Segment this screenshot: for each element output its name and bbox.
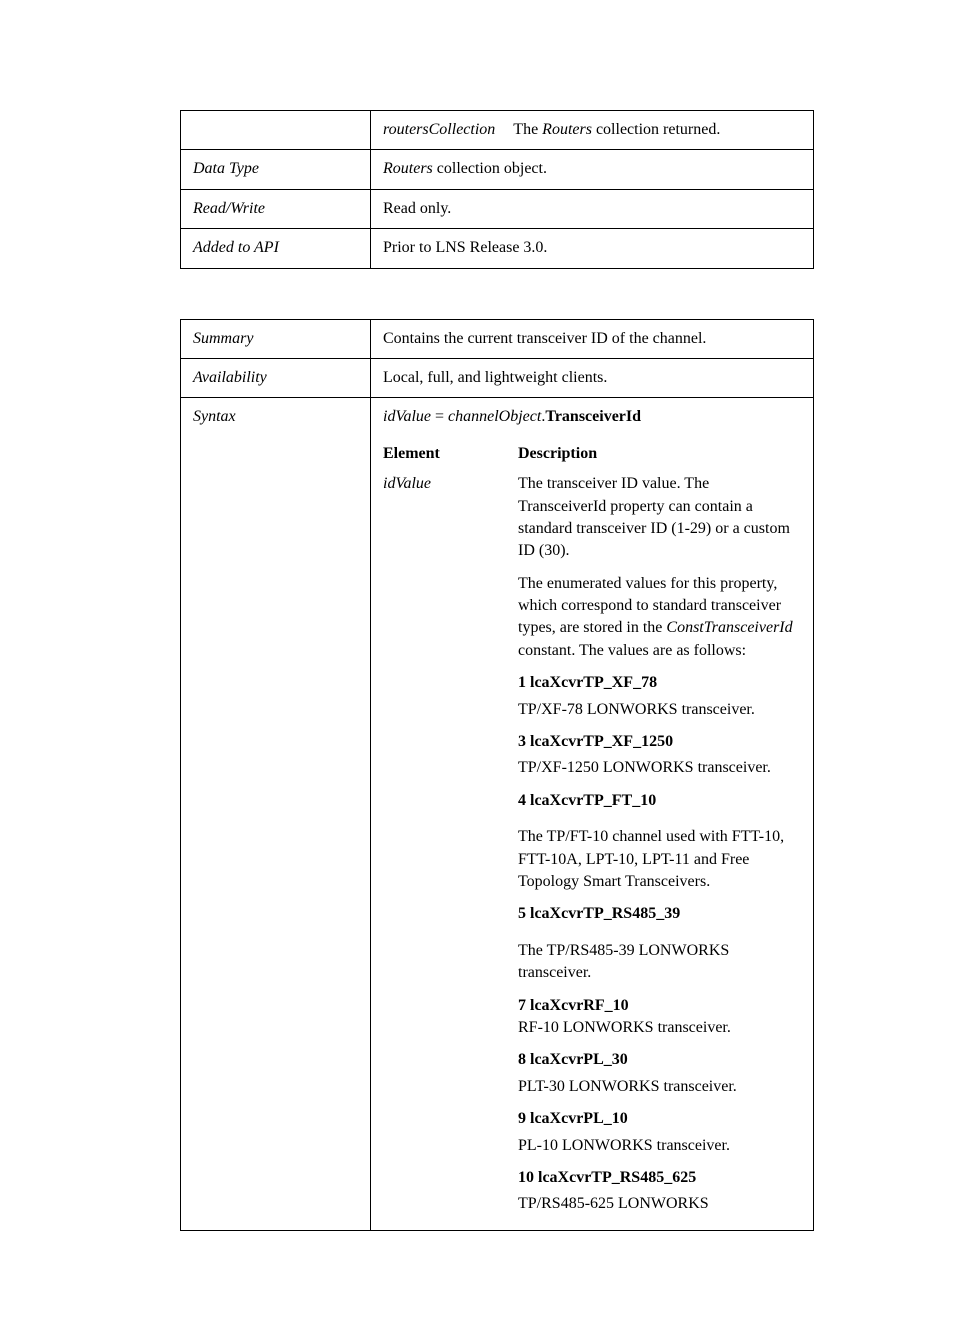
read-write-label: Read/Write xyxy=(181,189,371,228)
syntax-obj: channelObject xyxy=(448,408,541,425)
table-row: Read/Write Read only. xyxy=(181,189,814,228)
enum-number: 3 xyxy=(518,733,530,750)
enum-description: PLT-30 LONWORKS transceiver. xyxy=(518,1076,801,1098)
summary-value: Contains the current transceiver ID of t… xyxy=(371,319,814,358)
param-name: routersCollection xyxy=(383,119,495,141)
summary-label: Summary xyxy=(181,319,371,358)
enum-name: lcaXcvrPL_30 xyxy=(530,1051,628,1068)
availability-label: Availability xyxy=(181,358,371,397)
table-row: Syntax idValue = channelObject.Transceiv… xyxy=(181,398,814,1230)
enum-name: lcaXcvrTP_FT_10 xyxy=(530,792,656,809)
enum-header: 10 lcaXcvrTP_RS485_625 xyxy=(518,1167,801,1189)
enum-number: 10 xyxy=(518,1169,538,1186)
enum-header: 1 lcaXcvrTP_XF_78 xyxy=(518,672,801,694)
syntax-lhs: idValue xyxy=(383,408,431,425)
enum-entry: 7 lcaXcvrRF_10RF-10 LONWORKS transceiver… xyxy=(518,995,801,1040)
enum-entry: 8 lcaXcvrPL_30 PLT-30 LONWORKS transceive… xyxy=(518,1049,801,1098)
empty-label xyxy=(181,111,371,150)
read-write-value: Read only. xyxy=(371,189,814,228)
syntax-expression: idValue = channelObject.TransceiverId xyxy=(383,406,801,428)
element-header: Element xyxy=(383,443,518,465)
table-row: Data Type Routers collection object. xyxy=(181,150,814,189)
enum-number: 9 xyxy=(518,1110,530,1127)
enum-number: 7 xyxy=(518,997,530,1014)
enum-description: TP/XF-1250 LONWORKS transceiver. xyxy=(518,757,801,779)
table-row: Availability Local, full, and lightweigh… xyxy=(181,358,814,397)
enum-entry: 4 lcaXcvrTP_FT_10 The TP/FT-10 channel us… xyxy=(518,790,801,894)
idvalue-desc2b: constant. The values are as follows: xyxy=(518,642,746,659)
param-desc-suffix: collection returned. xyxy=(592,121,720,138)
enum-entry: 9 lcaXcvrPL_10 PL-10 LONWORKS transceiver… xyxy=(518,1108,801,1157)
enum-number: 5 xyxy=(518,905,530,922)
enum-description: TP/XF-78 LONWORKS transceiver. xyxy=(518,699,801,721)
param-desc-prefix: The xyxy=(513,121,542,138)
enum-entry: 5 lcaXcvrTP_RS485_39 The TP/RS485-39 LONW… xyxy=(518,903,801,984)
syntax-cell: idValue = channelObject.TransceiverId El… xyxy=(371,398,814,1230)
enum-number: 1 xyxy=(518,674,530,691)
enum-header: 8 lcaXcvrPL_30 xyxy=(518,1049,801,1071)
idvalue-name: idValue xyxy=(383,473,518,1216)
enum-header: 5 lcaXcvrTP_RS485_39 xyxy=(518,903,801,925)
enum-entry: 1 lcaXcvrTP_XF_78 TP/XF-78 LONWORKS trans… xyxy=(518,672,801,721)
idvalue-desc-para1: The transceiver ID value. The Transceive… xyxy=(518,473,801,563)
idvalue-desc-para2: The enumerated values for this property,… xyxy=(518,573,801,663)
enum-name: lcaXcvrPL_10 xyxy=(530,1110,628,1127)
transceiver-table: Summary Contains the current transceiver… xyxy=(180,319,814,1231)
enum-name: lcaXcvrTP_XF_78 xyxy=(530,674,657,691)
enum-name: lcaXcvrTP_RS485_625 xyxy=(538,1169,696,1186)
idvalue-description: The transceiver ID value. The Transceive… xyxy=(518,473,801,1216)
enum-description: PL-10 LONWORKS transceiver. xyxy=(518,1135,801,1157)
data-type-rest: collection object. xyxy=(433,160,547,177)
routers-table: routersCollection The Routers collection… xyxy=(180,110,814,269)
added-to-api-label: Added to API xyxy=(181,229,371,268)
data-type-value: Routers collection object. xyxy=(371,150,814,189)
enum-name: lcaXcvrTP_RS485_39 xyxy=(530,905,680,922)
table-row: Added to API Prior to LNS Release 3.0. xyxy=(181,229,814,268)
enum-description: The TP/FT-10 channel used with FTT-10, F… xyxy=(518,826,801,893)
added-to-api-value: Prior to LNS Release 3.0. xyxy=(371,229,814,268)
param-desc-italic: Routers xyxy=(542,121,592,138)
table-row: Summary Contains the current transceiver… xyxy=(181,319,814,358)
enum-header: 9 lcaXcvrPL_10 xyxy=(518,1108,801,1130)
enum-name: lcaXcvrRF_10 xyxy=(530,997,629,1014)
enum-header: 3 lcaXcvrTP_XF_1250 xyxy=(518,731,801,753)
enum-description: TP/RS485-625 LONWORKS xyxy=(518,1193,801,1215)
param-desc: The Routers collection returned. xyxy=(513,119,720,141)
enum-header: 4 lcaXcvrTP_FT_10 xyxy=(518,790,801,812)
enum-number: 4 xyxy=(518,792,530,809)
enum-list: 1 lcaXcvrTP_XF_78 TP/XF-78 LONWORKS trans… xyxy=(518,672,801,1215)
syntax-prop: TransceiverId xyxy=(545,408,641,425)
enum-header: 7 lcaXcvrRF_10 xyxy=(518,995,801,1017)
data-type-italic: Routers xyxy=(383,160,433,177)
enum-description: The TP/RS485-39 LONWORKS transceiver. xyxy=(518,940,801,985)
table-row: routersCollection The Routers collection… xyxy=(181,111,814,150)
availability-value: Local, full, and lightweight clients. xyxy=(371,358,814,397)
syntax-eq: = xyxy=(431,408,448,425)
data-type-label: Data Type xyxy=(181,150,371,189)
enum-entry: 3 lcaXcvrTP_XF_1250 TP/XF-1250 LONWORKS t… xyxy=(518,731,801,780)
description-header: Description xyxy=(518,443,801,465)
enum-number: 8 xyxy=(518,1051,530,1068)
enum-description: RF-10 LONWORKS transceiver. xyxy=(518,1017,801,1039)
idvalue-desc2-const: ConstTransceiverId xyxy=(666,619,792,636)
enum-name: lcaXcvrTP_XF_1250 xyxy=(530,733,673,750)
syntax-label: Syntax xyxy=(181,398,371,1230)
enum-entry: 10 lcaXcvrTP_RS485_625 TP/RS485-625 LONWO… xyxy=(518,1167,801,1216)
routers-collection-cell: routersCollection The Routers collection… xyxy=(371,111,814,150)
